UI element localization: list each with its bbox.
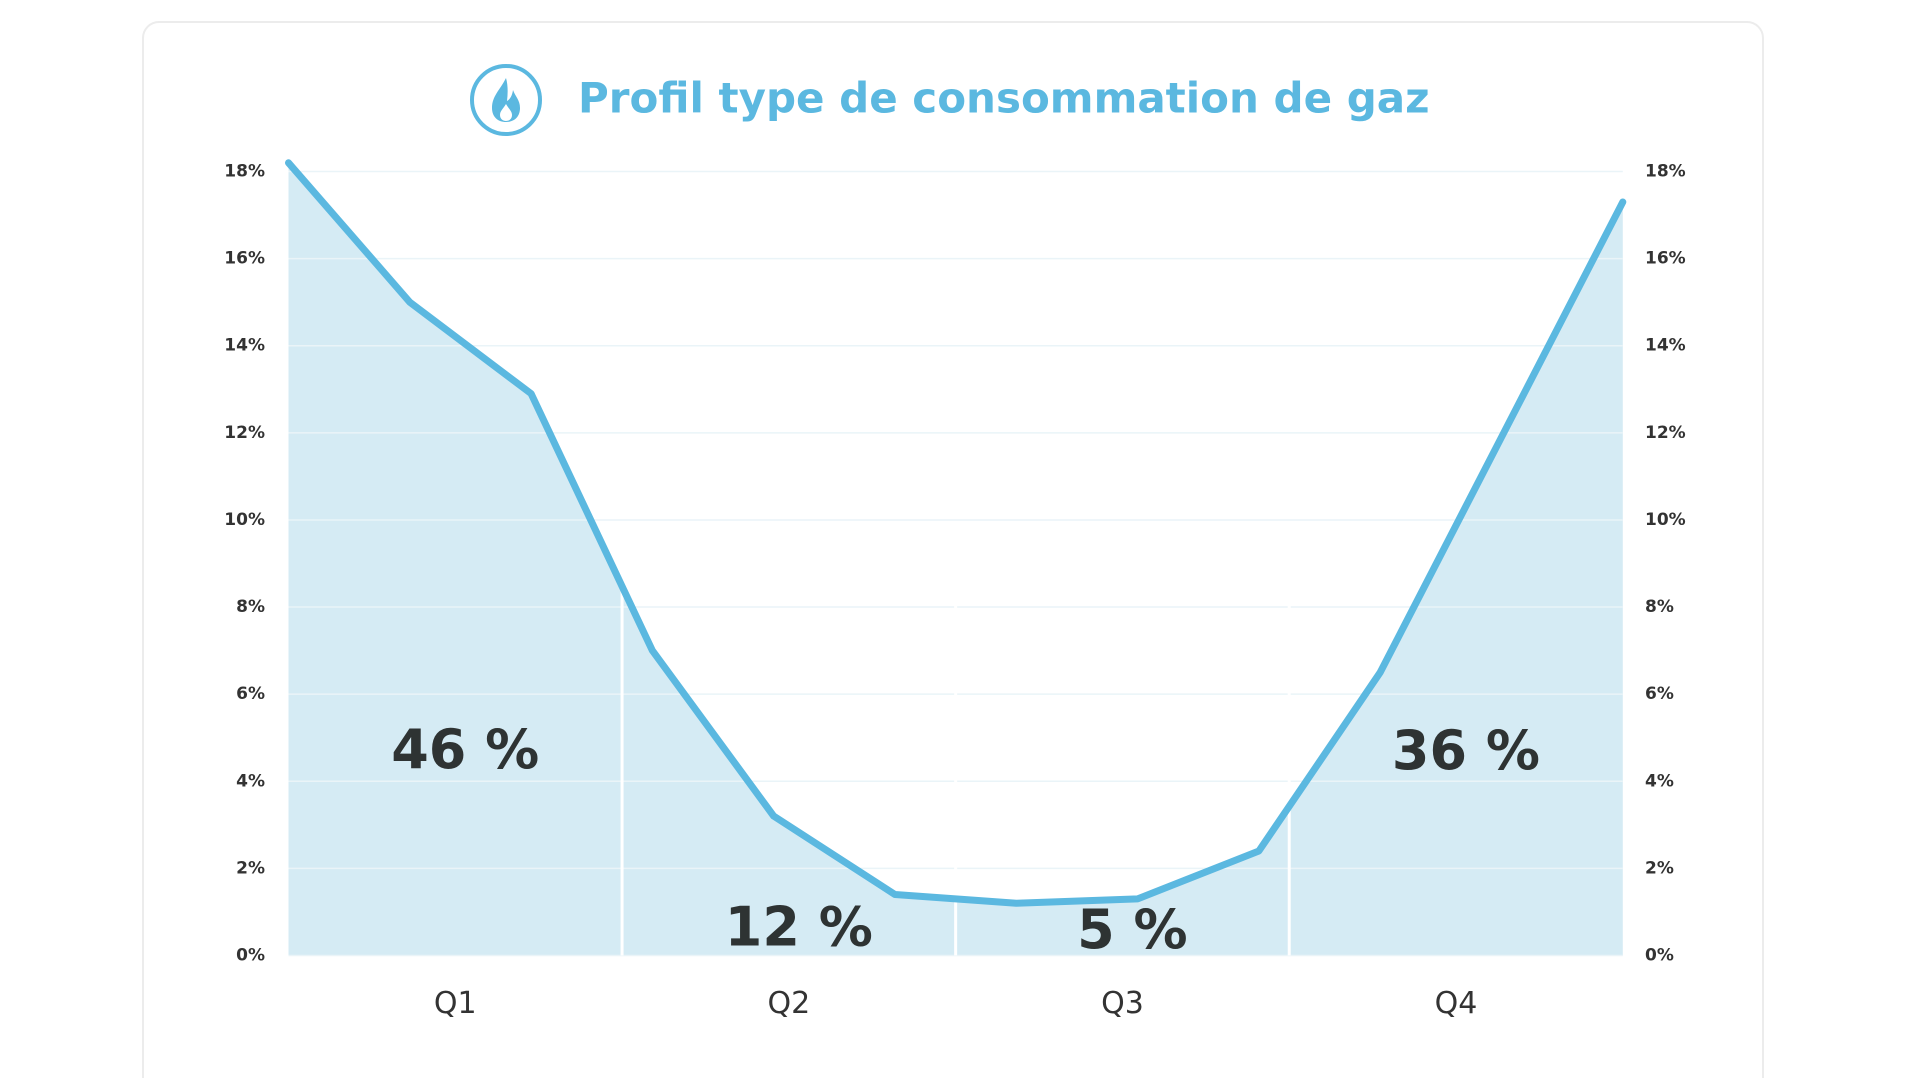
chart-title: Profil type de consommation de gaz (578, 74, 1430, 123)
quarter-share-label: 12 % (725, 896, 873, 959)
y2-tick-label: 12% (1645, 423, 1686, 443)
quarter-label: Q1 (434, 986, 477, 1021)
quarter-label: Q3 (1101, 986, 1144, 1021)
y-tick-label: 18% (224, 162, 265, 182)
quarter-share-label: 5 % (1077, 898, 1187, 961)
y2-tick-label: 6% (1645, 684, 1674, 704)
y2-tick-label: 18% (1645, 162, 1686, 182)
y-tick-label: 12% (224, 423, 265, 443)
y2-tick-label: 4% (1645, 771, 1674, 791)
y2-tick-label: 2% (1645, 858, 1674, 878)
quarter-share-label: 46 % (391, 718, 539, 781)
y-tick-label: 4% (236, 771, 265, 791)
y2-tick-label: 10% (1645, 510, 1686, 530)
quarter-share-label: 36 % (1392, 719, 1540, 782)
quarter-label: Q2 (768, 986, 811, 1021)
y-tick-label: 0% (236, 946, 265, 966)
y2-tick-label: 0% (1645, 946, 1674, 966)
y2-tick-label: 8% (1645, 597, 1674, 617)
title-icon (470, 64, 542, 136)
y2-tick-label: 16% (1645, 249, 1686, 269)
y-tick-label: 6% (236, 684, 265, 704)
quarter-label: Q4 (1435, 986, 1478, 1021)
y-tick-label: 16% (224, 249, 265, 269)
y-tick-label: 2% (236, 858, 265, 878)
line (284, 159, 1627, 907)
y-tick-label: 10% (224, 510, 265, 530)
y-tick-label: 14% (224, 336, 265, 356)
y2-tick-label: 14% (1645, 336, 1686, 356)
y-tick-label: 8% (236, 597, 265, 617)
